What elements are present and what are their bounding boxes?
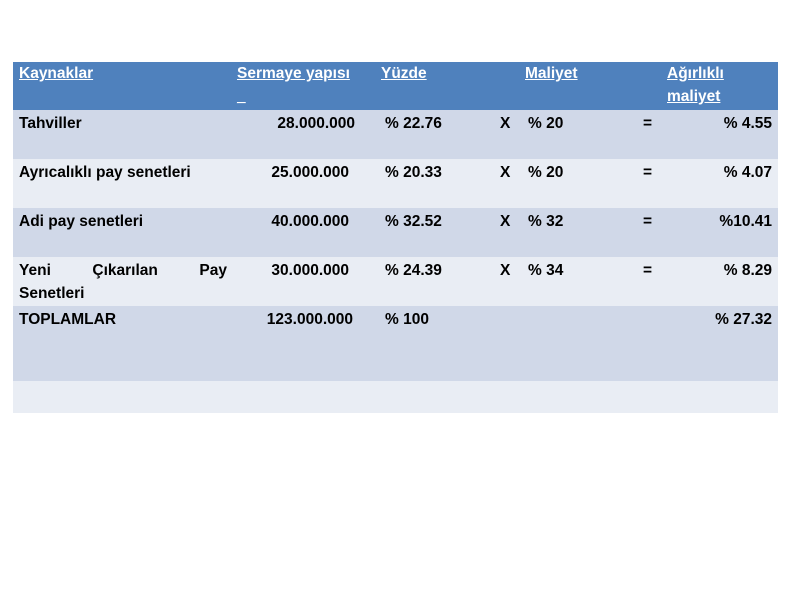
header-maliyet: Maliyet	[525, 65, 578, 82]
table-row: Tahviller 28.000.000 % 22.76 X % 20 = % …	[13, 110, 778, 159]
cell-source-line1: Yeni Çıkarılan Pay	[19, 259, 227, 282]
header-yuzde: Yüzde	[381, 65, 427, 82]
cell-weighted: % 4.07	[723, 164, 772, 181]
cell-multiply: X	[500, 164, 511, 181]
cell-equals: =	[643, 262, 653, 279]
cell-weighted: %10.41	[719, 213, 772, 230]
cell-cost: % 20	[528, 115, 564, 132]
header-sermaye-line2: _	[237, 88, 246, 105]
cell-weighted: % 8.29	[723, 262, 772, 279]
wacc-table: Kaynaklar Sermaye yapısı _ Yüzde Maliyet…	[13, 62, 778, 413]
empty-row	[13, 381, 778, 413]
header-agirlikli-line1: Ağırlıklı	[667, 65, 724, 82]
cell-percent: % 24.39	[385, 262, 442, 279]
totals-row: TOPLAMLAR 123.000.000 % 100 % 27.32	[13, 306, 778, 381]
table-header-row: Kaynaklar Sermaye yapısı _ Yüzde Maliyet…	[13, 62, 778, 110]
cell-source-word: Yeni	[19, 262, 51, 279]
cell-weighted: % 4.55	[723, 115, 772, 132]
cell-source: Adi pay senetleri	[19, 213, 144, 230]
header-agirlikli-line2: maliyet	[667, 88, 721, 105]
cell-cost: % 32	[528, 213, 564, 230]
table-row: Adi pay senetleri 40.000.000 % 32.52 X %…	[13, 208, 778, 257]
cell-cost: % 34	[528, 262, 564, 279]
cell-multiply: X	[500, 115, 511, 132]
cell-totals-weighted: % 27.32	[715, 311, 772, 328]
cell-percent: % 22.76	[385, 115, 442, 132]
cell-capital: 28.000.000	[277, 115, 355, 132]
cell-capital: 25.000.000	[271, 164, 349, 181]
cell-capital: 40.000.000	[271, 213, 349, 230]
cell-totals-percent: % 100	[385, 311, 429, 328]
cell-source-line2: Senetleri	[19, 285, 85, 302]
cell-multiply: X	[500, 213, 511, 230]
cell-percent: % 20.33	[385, 164, 442, 181]
cell-source: Yeni Çıkarılan Pay Senetleri	[19, 259, 227, 305]
cell-source: Ayrıcalıklı pay senetleri	[19, 164, 191, 181]
cell-source-word: Pay	[199, 262, 227, 279]
cell-source-word: Çıkarılan	[92, 262, 158, 279]
cell-cost: % 20	[528, 164, 564, 181]
cell-equals: =	[643, 164, 653, 181]
table-row: Ayrıcalıklı pay senetleri 25.000.000 % 2…	[13, 159, 778, 208]
cell-source: Tahviller	[19, 115, 82, 132]
header-kaynaklar: Kaynaklar	[19, 65, 94, 82]
cell-totals-capital: 123.000.000	[266, 311, 353, 328]
cell-percent: % 32.52	[385, 213, 442, 230]
header-sermaye-line1: Sermaye yapısı	[237, 65, 350, 82]
header-sermaye-yapisi: Sermaye yapısı _	[237, 62, 369, 108]
cell-capital: 30.000.000	[271, 262, 349, 279]
cell-multiply: X	[500, 262, 511, 279]
header-agirlikli-maliyet: Ağırlıklı maliyet	[667, 62, 767, 108]
cell-equals: =	[643, 213, 653, 230]
cell-totals-label: TOPLAMLAR	[19, 311, 117, 328]
table-row: Yeni Çıkarılan Pay Senetleri 30.000.000 …	[13, 257, 778, 306]
cell-equals: =	[643, 115, 653, 132]
